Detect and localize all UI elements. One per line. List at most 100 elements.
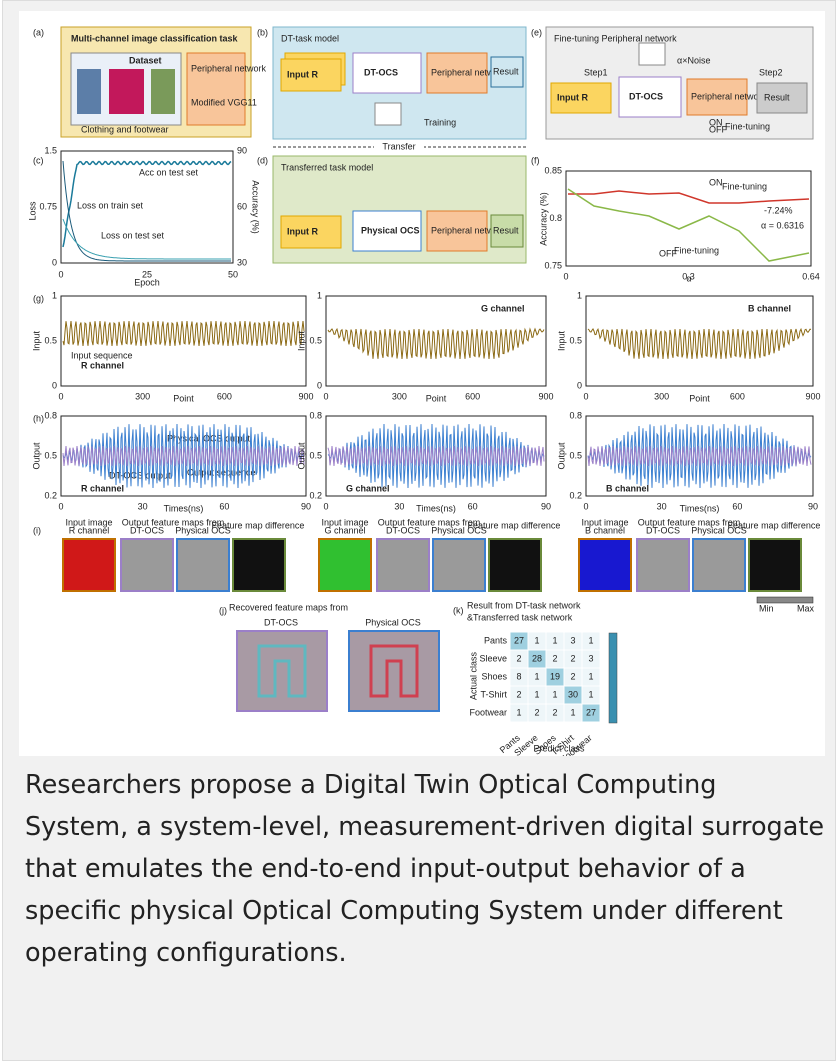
x-tick-label: 300 <box>392 391 407 401</box>
feature-image <box>63 539 115 591</box>
axis-label: Times(ns) <box>680 503 720 513</box>
x-tick-label: 300 <box>654 391 669 401</box>
x-tick-label: 0.3 <box>682 271 695 281</box>
x-tick-label: 90 <box>301 501 311 511</box>
channel-label: B channel <box>606 483 649 493</box>
y-tick-label: 1 <box>52 290 57 300</box>
image-label: Feature map difference <box>728 520 821 530</box>
matrix-value: 19 <box>550 671 560 681</box>
y-tick-label: 0.8 <box>309 410 322 420</box>
axis-label: Point <box>689 393 710 403</box>
panel-label: (f) <box>531 155 540 165</box>
matrix-value: 30 <box>568 689 578 699</box>
x-tick-label: 90 <box>808 501 818 511</box>
y-tick-label: 0.5 <box>44 450 57 460</box>
box-label: Dataset <box>129 55 162 65</box>
feature-image <box>319 539 371 591</box>
x-tick-label: 0 <box>323 501 328 511</box>
panel-title: Result from DT-task network <box>467 600 581 610</box>
on-label: ON <box>709 177 723 187</box>
colorbar <box>609 633 617 723</box>
channel-label: B channel <box>748 303 791 313</box>
feature-map <box>349 631 439 711</box>
box-label: Input R <box>287 69 318 79</box>
x-tick-label: 900 <box>805 391 820 401</box>
x-tick-label: 600 <box>217 391 232 401</box>
figure: (a) Multi-channel image classification t… <box>19 11 825 756</box>
y-tick-label: 0.5 <box>569 450 582 460</box>
image-label: R channel <box>69 525 110 535</box>
x-tick-label: 30 <box>138 501 148 511</box>
box-label: Result <box>493 225 519 235</box>
feature-image <box>177 539 229 591</box>
annotation: Loss on test set <box>101 230 165 240</box>
matrix-value: 2 <box>570 653 575 663</box>
colorbar-label: Max <box>797 603 815 613</box>
x-tick-label: 300 <box>135 391 150 401</box>
image-label: G channel <box>324 525 365 535</box>
matrix-value: 2 <box>570 671 575 681</box>
annotation: Input sequence <box>71 350 133 360</box>
feature-image <box>579 539 631 591</box>
y-tick-label: 0.5 <box>309 335 322 345</box>
matrix-value: 1 <box>534 671 539 681</box>
x-tick-label: 0 <box>58 269 63 279</box>
annotation: DT-OCS output <box>109 470 171 480</box>
channel-label: G channel <box>481 303 525 313</box>
panel-label: (d) <box>257 155 268 165</box>
box-label: Step1 <box>584 67 608 77</box>
matrix-value: 2 <box>552 707 557 717</box>
box-label: Input R <box>287 226 318 236</box>
axis-label: Output <box>556 442 566 470</box>
box-label: Peripheral network <box>691 91 767 101</box>
panel-label: (a) <box>33 27 44 37</box>
transfer-label: Transfer <box>382 141 415 151</box>
y-tick-label: 0.5 <box>569 335 582 345</box>
x-tick-label: 60 <box>219 501 229 511</box>
image-label: B channel <box>585 525 625 535</box>
x-tick-label: 25 <box>142 269 152 279</box>
panel-title: Recovered feature maps from <box>229 602 348 612</box>
matrix-value: 1 <box>534 635 539 645</box>
y-tick-label: 0 <box>577 380 582 390</box>
annotation: -7.24% <box>764 205 793 215</box>
x-tick-label: 50 <box>228 269 238 279</box>
x-tick-label: 0 <box>323 391 328 401</box>
x-tick-label: 900 <box>298 391 313 401</box>
matrix-value: 3 <box>570 635 575 645</box>
channel-label: G channel <box>346 483 390 493</box>
y-tick-label: 0.5 <box>44 335 57 345</box>
colorbar <box>757 597 813 603</box>
y-tick-label: 60 <box>237 201 247 211</box>
panel-label: (j) <box>219 605 227 615</box>
y-tick-label: 1.5 <box>44 145 57 155</box>
image-label: Feature map difference <box>468 520 561 530</box>
matrix-value: 3 <box>588 653 593 663</box>
colorbar-label: Min <box>759 603 774 613</box>
image-label: DT-OCS <box>646 525 680 535</box>
dataset-thumbs <box>77 69 101 114</box>
panel-title: Transferred task model <box>281 162 373 172</box>
panel-title: DT-OCS <box>264 617 298 627</box>
y-tick-label: 0 <box>317 380 322 390</box>
axis-label: Output <box>296 442 306 470</box>
y-tick-label: 0.5 <box>309 450 322 460</box>
feature-image <box>749 539 801 591</box>
axis-label: Output <box>31 442 41 470</box>
annotation: Fine-tuning <box>674 245 719 255</box>
y-tick-label: 90 <box>237 145 247 155</box>
matrix-value: 1 <box>570 707 575 717</box>
box-label: Peripheral network <box>191 63 267 73</box>
panel-label: (e) <box>531 27 542 37</box>
annotation: Loss on train set <box>77 200 144 210</box>
box-label: Input R <box>557 92 588 102</box>
y-tick-label: 0.8 <box>549 213 562 223</box>
y-tick-label: 1 <box>317 290 322 300</box>
y-tick-label: 30 <box>237 257 247 267</box>
matrix-value: 1 <box>588 671 593 681</box>
axis-label: Accuracy (%) <box>251 180 261 234</box>
box-label: Training <box>424 117 456 127</box>
y-tick-label: 0.2 <box>569 490 582 500</box>
post-card: (a) Multi-channel image classification t… <box>2 0 836 1061</box>
matrix-value: 1 <box>552 689 557 699</box>
